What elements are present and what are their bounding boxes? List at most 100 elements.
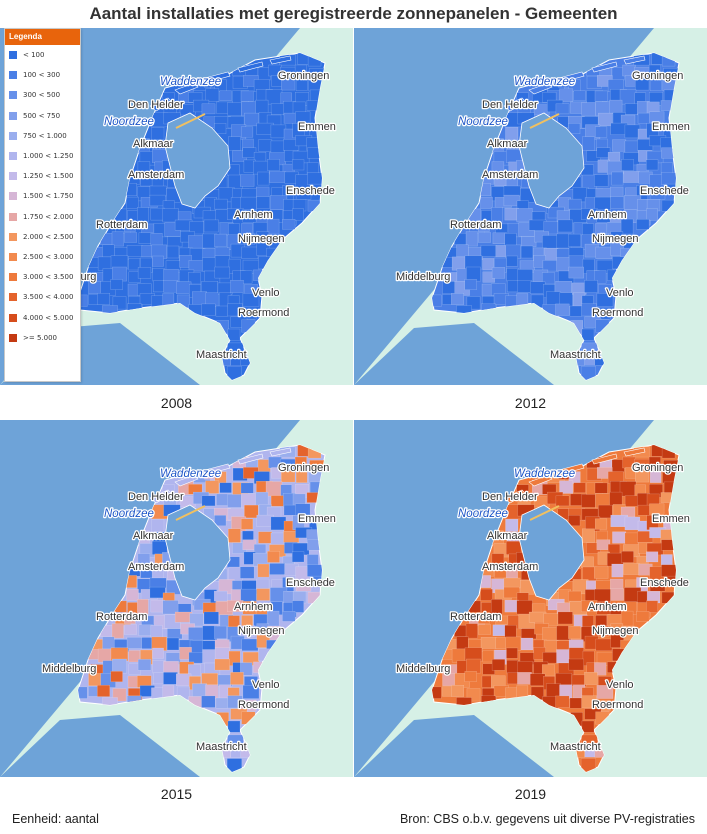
municipality bbox=[214, 255, 231, 269]
legend-swatch bbox=[9, 131, 17, 140]
municipality bbox=[267, 550, 280, 563]
wadden-island bbox=[174, 82, 199, 95]
legend-item: 3.500 < 4.000 bbox=[5, 287, 80, 307]
municipalities bbox=[78, 445, 325, 772]
municipality bbox=[230, 279, 244, 293]
municipality bbox=[152, 255, 164, 267]
municipality bbox=[269, 563, 286, 575]
map-title: Aantal installaties met geregistreerde z… bbox=[89, 4, 618, 23]
wadden-island bbox=[503, 97, 527, 112]
municipality bbox=[166, 236, 183, 248]
municipality bbox=[258, 531, 273, 544]
wadden-island bbox=[591, 453, 618, 465]
municipality bbox=[166, 245, 180, 259]
municipality bbox=[310, 575, 325, 587]
municipality bbox=[189, 247, 205, 262]
place-label: Groningen bbox=[632, 70, 683, 82]
municipality bbox=[230, 671, 244, 685]
place-label: Alkmaar bbox=[133, 138, 174, 150]
legend-label: 100 < 300 bbox=[23, 71, 61, 80]
municipality bbox=[594, 699, 611, 712]
municipality bbox=[163, 280, 178, 293]
wadden-island bbox=[558, 463, 585, 475]
municipality bbox=[568, 625, 581, 639]
municipality bbox=[480, 637, 497, 649]
legend-label: 2.000 < 2.500 bbox=[23, 232, 74, 241]
municipality bbox=[97, 256, 113, 271]
place-label: Middelburg bbox=[42, 663, 96, 675]
municipality bbox=[555, 695, 570, 708]
place-label: Maastricht bbox=[196, 349, 247, 361]
legend-swatch bbox=[9, 212, 17, 221]
municipality bbox=[543, 613, 558, 627]
municipality bbox=[557, 219, 573, 233]
municipality bbox=[559, 480, 574, 494]
municipality bbox=[482, 650, 495, 663]
municipality bbox=[569, 305, 582, 317]
municipality bbox=[149, 185, 167, 197]
wadden-island bbox=[558, 71, 585, 83]
municipality bbox=[619, 481, 637, 497]
wadden-island bbox=[528, 474, 553, 487]
municipality bbox=[166, 628, 183, 640]
municipality bbox=[466, 658, 481, 674]
municipality bbox=[517, 672, 532, 685]
municipality bbox=[584, 279, 598, 293]
municipality bbox=[175, 281, 192, 294]
legend-item: 3.000 < 3.500 bbox=[5, 267, 80, 287]
wadden-island bbox=[623, 447, 646, 457]
place-label: Enschede bbox=[640, 577, 689, 589]
ijsselmeer bbox=[518, 504, 585, 601]
municipality bbox=[214, 515, 227, 527]
municipality bbox=[581, 720, 595, 733]
place-label: Venlo bbox=[606, 287, 634, 299]
municipality bbox=[227, 102, 242, 116]
municipality bbox=[506, 647, 518, 659]
municipality bbox=[581, 342, 598, 354]
municipality bbox=[97, 648, 113, 663]
legend-item: 500 < 750 bbox=[5, 106, 80, 126]
place-label: Enschede bbox=[286, 577, 335, 589]
municipality bbox=[594, 482, 608, 494]
legend-item: 1.500 < 1.750 bbox=[5, 186, 80, 206]
municipality bbox=[152, 647, 164, 659]
municipality bbox=[239, 174, 255, 187]
municipality bbox=[151, 126, 165, 140]
municipality bbox=[240, 588, 257, 602]
map-canvas: Waddenzee Groningen Den Helder Noordzee Emme… bbox=[354, 28, 707, 385]
sea-label: Noordzee bbox=[104, 508, 154, 520]
municipality bbox=[581, 528, 595, 543]
afsluitdijk bbox=[529, 505, 560, 521]
municipality bbox=[663, 460, 679, 472]
municipality bbox=[128, 650, 141, 663]
legend-item: 1.000 < 1.250 bbox=[5, 146, 80, 166]
legend-title: Legenda bbox=[5, 29, 80, 45]
municipality bbox=[661, 172, 677, 185]
legend-swatch bbox=[9, 273, 17, 282]
wadden-island bbox=[174, 474, 199, 487]
municipality bbox=[557, 611, 573, 625]
legend-label: 750 < 1.000 bbox=[23, 131, 67, 140]
municipality bbox=[529, 673, 546, 686]
place-label: Den Helder bbox=[128, 99, 184, 111]
municipality bbox=[152, 267, 165, 282]
municipality bbox=[596, 685, 614, 699]
afsluitdijk bbox=[529, 113, 560, 129]
place-label: Maastricht bbox=[196, 741, 247, 753]
sea-label: Noordzee bbox=[458, 508, 508, 520]
municipality bbox=[201, 103, 216, 115]
municipality bbox=[292, 600, 304, 613]
sea-label: Noordzee bbox=[458, 116, 508, 128]
map-canvas: Waddenzee Groningen Den Helder Noordzee Emme… bbox=[354, 420, 707, 777]
municipality bbox=[543, 247, 559, 262]
municipality bbox=[581, 494, 596, 508]
legend-label: 2.500 < 3.000 bbox=[23, 252, 74, 261]
municipality bbox=[189, 613, 204, 627]
municipality bbox=[646, 600, 658, 613]
municipality bbox=[596, 293, 614, 307]
municipality bbox=[214, 625, 227, 639]
municipality bbox=[226, 758, 243, 772]
municipality bbox=[281, 78, 296, 91]
municipality bbox=[609, 491, 623, 506]
municipality bbox=[175, 673, 192, 686]
